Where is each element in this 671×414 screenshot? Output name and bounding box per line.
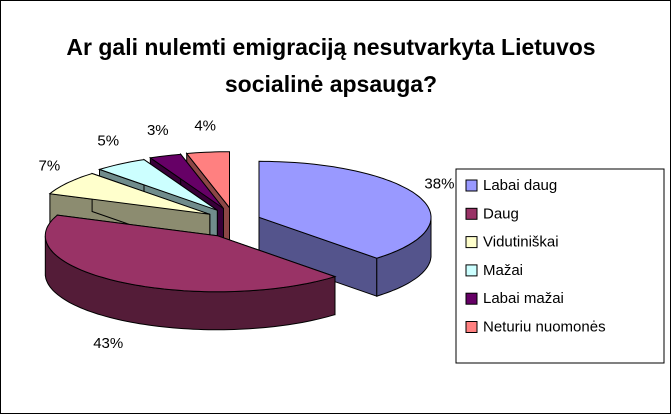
legend-swatch [465,236,478,249]
slice [258,160,432,259]
legend-swatch [465,321,478,333]
slice [44,214,337,293]
slice [148,153,224,209]
data-label: 38% [424,176,454,193]
legend-label: Neturiu nuomonės [483,318,606,335]
chart-title: Ar gali nulemti emigraciją nesutvarkyta … [66,34,596,97]
legend-swatch [465,292,478,305]
data-label: 43% [93,335,123,352]
slice [48,172,210,215]
legend-label: Daug [483,205,519,222]
data-label: 4% [194,117,216,134]
legend-swatch [465,207,478,220]
legend-box [455,168,665,364]
legend-swatch [465,264,478,277]
slice [97,159,218,211]
data-label: 3% [147,122,169,139]
data-label: 7% [39,157,61,174]
legend-label: Labai mažai [483,290,564,307]
legend-label: Vidutiniškai [483,234,559,251]
slice [185,151,230,210]
legend-swatch [465,179,478,192]
data-label: 5% [97,133,119,150]
legend-label: Labai daug [483,177,557,194]
legend-label: Mažai [483,262,523,279]
